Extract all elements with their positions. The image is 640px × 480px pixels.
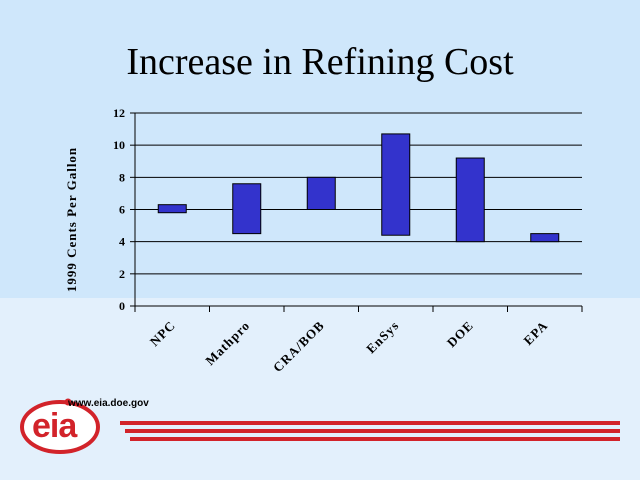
x-tick-label: NPC [147,318,179,350]
x-tick-label: EPA [520,318,550,348]
y-tick-label: 4 [119,235,125,249]
y-tick-label: 12 [113,106,125,120]
logo-url: www.eia.doe.gov [68,398,149,409]
bar-epa [530,233,560,243]
bar-mathpro [232,183,262,235]
y-tick-label: 2 [119,267,125,281]
bar-npc [157,204,187,214]
range-bar-chart: 0 2 4 6 8 10 12 NPC Mathpro CRA/BOB EnSys DOE EPA 1… [64,106,583,375]
background-band [0,298,640,480]
y-axis-label: 1999 Cents Per Gallon [64,147,79,292]
bar-doe [455,157,485,243]
logo-wordmark: eia [32,407,77,445]
bar-ensys [381,133,411,236]
y-tick-label: 10 [113,138,125,152]
page-title: Increase in Refining Cost [126,41,514,83]
eia-logo [20,396,640,460]
y-tick-label: 6 [119,203,125,217]
y-tick-label: 0 [119,299,125,313]
x-tick-label: EnSys [363,318,402,357]
bar-cra-bob [306,176,336,210]
x-tick-label: DOE [444,318,477,351]
y-tick-label: 8 [119,170,125,184]
x-tick-label: Mathpro [202,318,253,369]
x-tick-label: CRA/BOB [270,318,327,375]
